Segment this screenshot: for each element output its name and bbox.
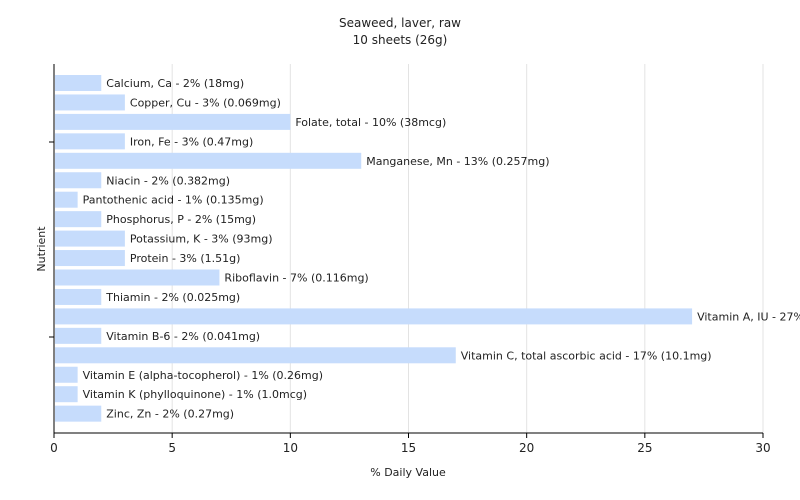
bar	[55, 386, 78, 403]
bar	[55, 230, 125, 247]
bar	[55, 366, 78, 383]
bar-label: Protein - 3% (1.51g)	[130, 252, 241, 265]
bars-layer: Calcium, Ca - 2% (18mg) Copper, Cu - 3% (…	[55, 75, 800, 422]
bar	[55, 94, 125, 111]
bar-label: Vitamin B-6 - 2% (0.041mg)	[106, 330, 260, 343]
bar	[55, 347, 456, 364]
bar-label: Manganese, Mn - 13% (0.257mg)	[366, 155, 549, 168]
bar-label: Zinc, Zn - 2% (0.27mg)	[106, 408, 234, 421]
bar-label: Potassium, K - 3% (93mg)	[130, 233, 273, 246]
bar-label: Pantothenic acid - 1% (0.135mg)	[83, 194, 264, 207]
bar	[55, 211, 102, 228]
bar	[55, 250, 125, 267]
x-tick-label: 10	[283, 441, 298, 455]
bar-label: Thiamin - 2% (0.025mg)	[105, 291, 240, 304]
bar	[55, 288, 102, 305]
x-tick-label: 5	[168, 441, 176, 455]
bar-label: Folate, total - 10% (38mcg)	[295, 116, 446, 129]
bar-label: Copper, Cu - 3% (0.069mg)	[130, 96, 281, 109]
bar	[55, 152, 362, 169]
bar-label: Phosphorus, P - 2% (15mg)	[106, 213, 256, 226]
bar	[55, 327, 102, 344]
bar-label: Niacin - 2% (0.382mg)	[106, 174, 230, 187]
bar	[55, 172, 102, 189]
grid-layer	[171, 64, 764, 433]
bar	[55, 75, 102, 91]
bar	[55, 133, 125, 150]
bar-label: Calcium, Ca - 2% (18mg)	[106, 77, 244, 90]
bar	[55, 308, 693, 325]
x-tick-label: 0	[50, 441, 58, 455]
x-tick-label: 25	[637, 441, 652, 455]
x-tick-label: 30	[755, 441, 770, 455]
axes-layer: 0 5 10 15 20 25 30	[49, 64, 771, 455]
bar-label: Vitamin C, total ascorbic acid - 17% (10…	[461, 349, 712, 362]
x-tick-label: 20	[519, 441, 534, 455]
bar-label: Iron, Fe - 3% (0.47mg)	[130, 135, 253, 148]
bar-label: Vitamin K (phylloquinone) - 1% (1.0mcg)	[83, 388, 307, 401]
bar	[55, 191, 78, 208]
x-axis-title: % Daily Value	[370, 466, 446, 479]
bar	[55, 405, 102, 422]
y-axis-title: Nutrient	[35, 226, 48, 272]
chart-subtitle: 10 sheets (26g)	[353, 33, 448, 47]
bar	[55, 113, 291, 130]
bar-label: Vitamin A, IU - 27% (1353IU)	[697, 310, 800, 323]
chart-title: Seaweed, laver, raw	[339, 16, 461, 30]
x-tick-label: 15	[401, 441, 416, 455]
bar-label: Riboflavin - 7% (0.116mg)	[224, 272, 368, 285]
bar-label: Vitamin E (alpha-tocopherol) - 1% (0.26m…	[83, 369, 323, 382]
bar	[55, 269, 220, 286]
